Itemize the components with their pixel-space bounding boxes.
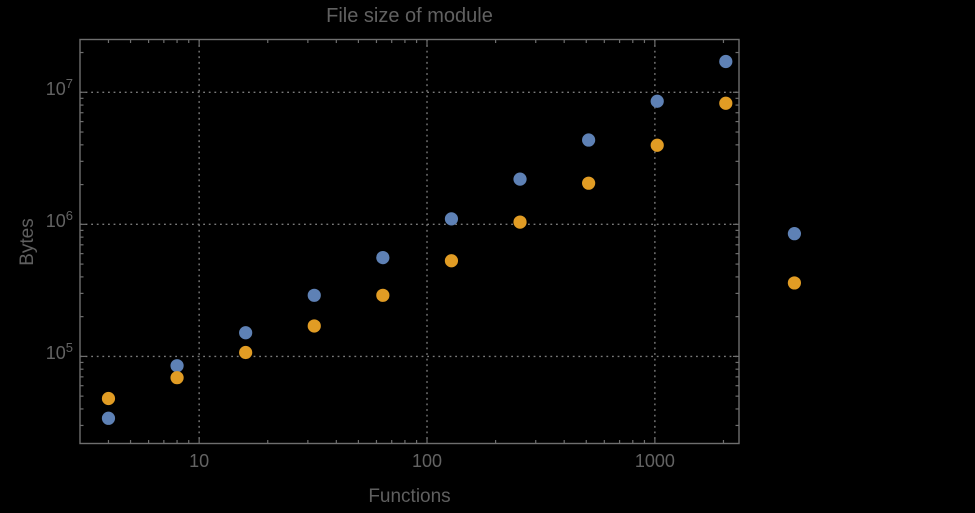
data-point-orange — [444, 254, 459, 268]
data-point-orange — [513, 215, 527, 229]
data-point-orange — [101, 391, 116, 406]
data-point-blue — [239, 326, 253, 340]
y-tick-label: 106 — [45, 208, 73, 232]
data-point-blue — [376, 250, 390, 265]
plot-frame — [79, 38, 740, 445]
data-point-orange — [307, 319, 321, 333]
y-tick-label: 107 — [45, 76, 73, 100]
data-point-blue — [582, 133, 596, 147]
data-point-orange — [787, 276, 802, 290]
x-tick-label: 100 — [411, 451, 443, 471]
x-tick-label: 10 — [189, 451, 210, 471]
data-point-orange — [582, 176, 596, 190]
data-point-orange — [170, 371, 184, 385]
data-point-blue — [101, 411, 116, 425]
data-point-blue — [650, 94, 664, 108]
x-tick-label: 1000 — [634, 451, 675, 471]
y-tick-label: 105 — [45, 340, 73, 364]
data-point-orange — [239, 345, 253, 360]
data-point-blue — [719, 54, 733, 69]
x-axis-label: Functions — [368, 486, 451, 507]
data-point-blue — [170, 359, 184, 373]
data-point-blue — [307, 288, 321, 302]
data-point-blue — [513, 172, 527, 186]
data-point-orange — [376, 288, 390, 302]
chart-title: File size of module — [326, 5, 493, 27]
data-point-orange — [719, 96, 733, 110]
data-point-blue — [444, 212, 459, 226]
data-point-blue — [787, 227, 802, 241]
y-axis-label: Bytes — [17, 218, 38, 266]
data-point-orange — [650, 138, 664, 152]
